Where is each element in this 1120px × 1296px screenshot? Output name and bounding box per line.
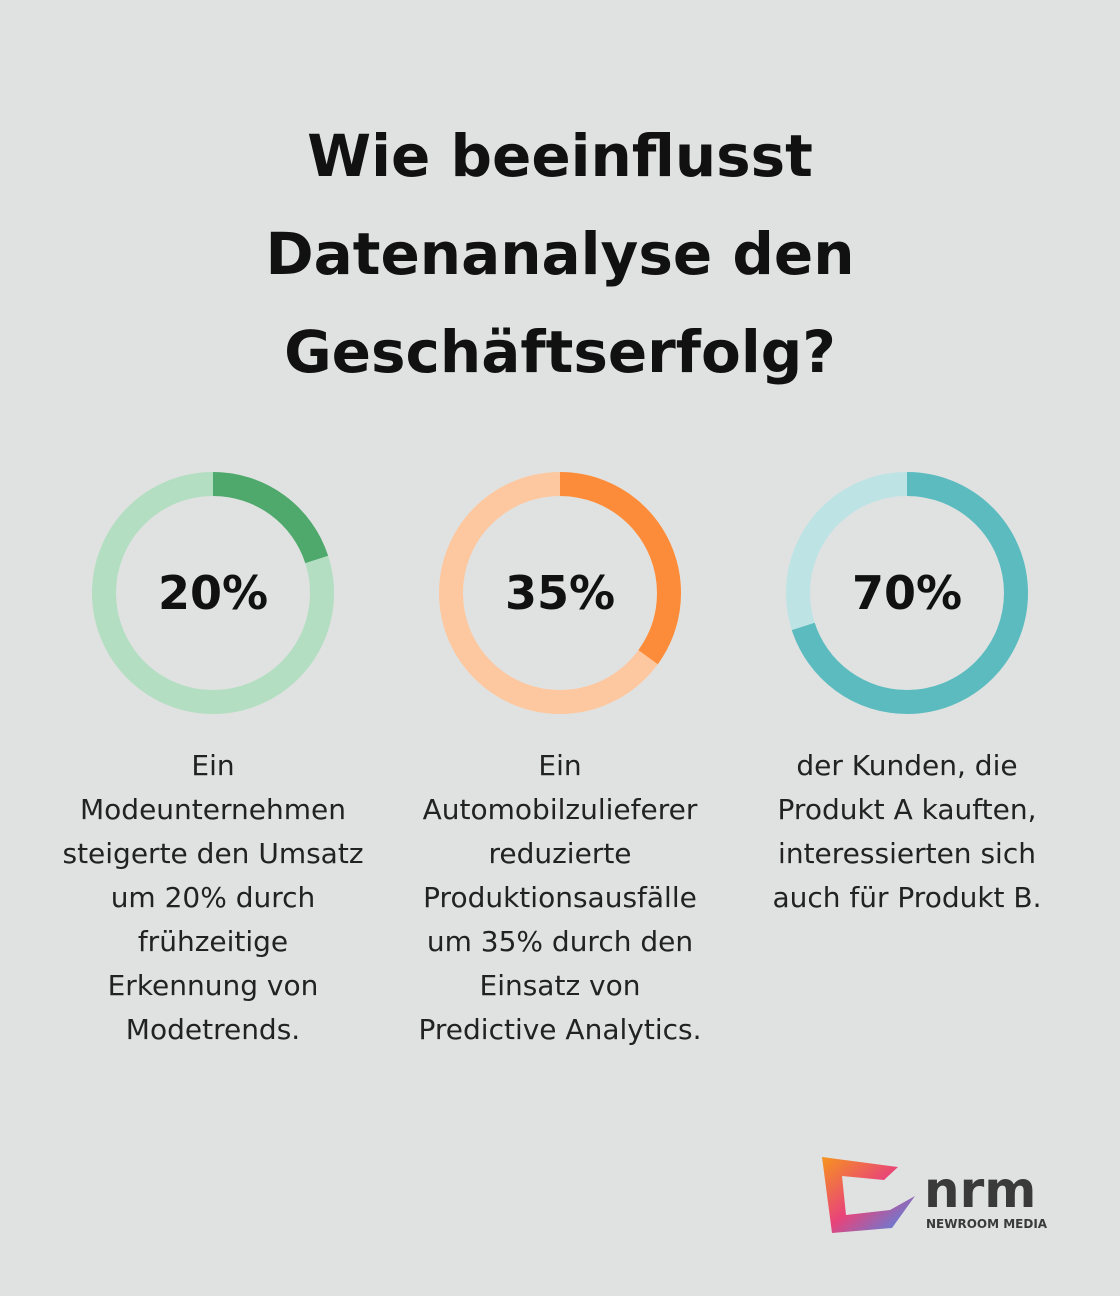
donut-label: 35% (505, 566, 615, 620)
title-line: Geschäftserfolg? (284, 318, 836, 386)
caption-line: frühzeitige (137, 925, 289, 958)
caption-line: Erkennung von (107, 969, 319, 1002)
caption-line: Automobilzulieferer (422, 793, 698, 826)
title-line: Wie beeinflusst (307, 122, 813, 190)
caption-line: Produkt A kauften, (777, 793, 1037, 826)
caption-line: steigerte den Umsatz (62, 837, 364, 870)
donut-arc (439, 472, 681, 714)
donut-label: 20% (158, 566, 268, 620)
caption-line: Modetrends. (125, 1013, 301, 1046)
logo-name: nrm (924, 1161, 1036, 1219)
caption-line: Einsatz von (479, 969, 641, 1002)
caption-line: der Kunden, die (796, 749, 1018, 782)
caption-line: reduzierte (488, 837, 632, 870)
caption-line: um 20% durch (110, 881, 316, 914)
donut-label: 70% (852, 566, 962, 620)
caption-line: auch für Produkt B. (772, 881, 1042, 914)
caption-line: um 35% durch den (426, 925, 694, 958)
caption-line: Ein (538, 749, 582, 782)
donut-arc (92, 472, 334, 714)
caption-line: Predictive Analytics. (418, 1013, 702, 1046)
donut-arc (786, 472, 1028, 714)
title-line: Datenanalyse den (265, 220, 855, 288)
caption-line: Produktionsausfälle (423, 881, 697, 914)
caption-line: Ein (191, 749, 235, 782)
logo-icon (822, 1157, 915, 1233)
caption-line: interessierten sich (778, 837, 1036, 870)
caption-line: Modeunternehmen (80, 793, 346, 826)
logo-tagline: NEWROOM MEDIA (926, 1217, 1048, 1231)
